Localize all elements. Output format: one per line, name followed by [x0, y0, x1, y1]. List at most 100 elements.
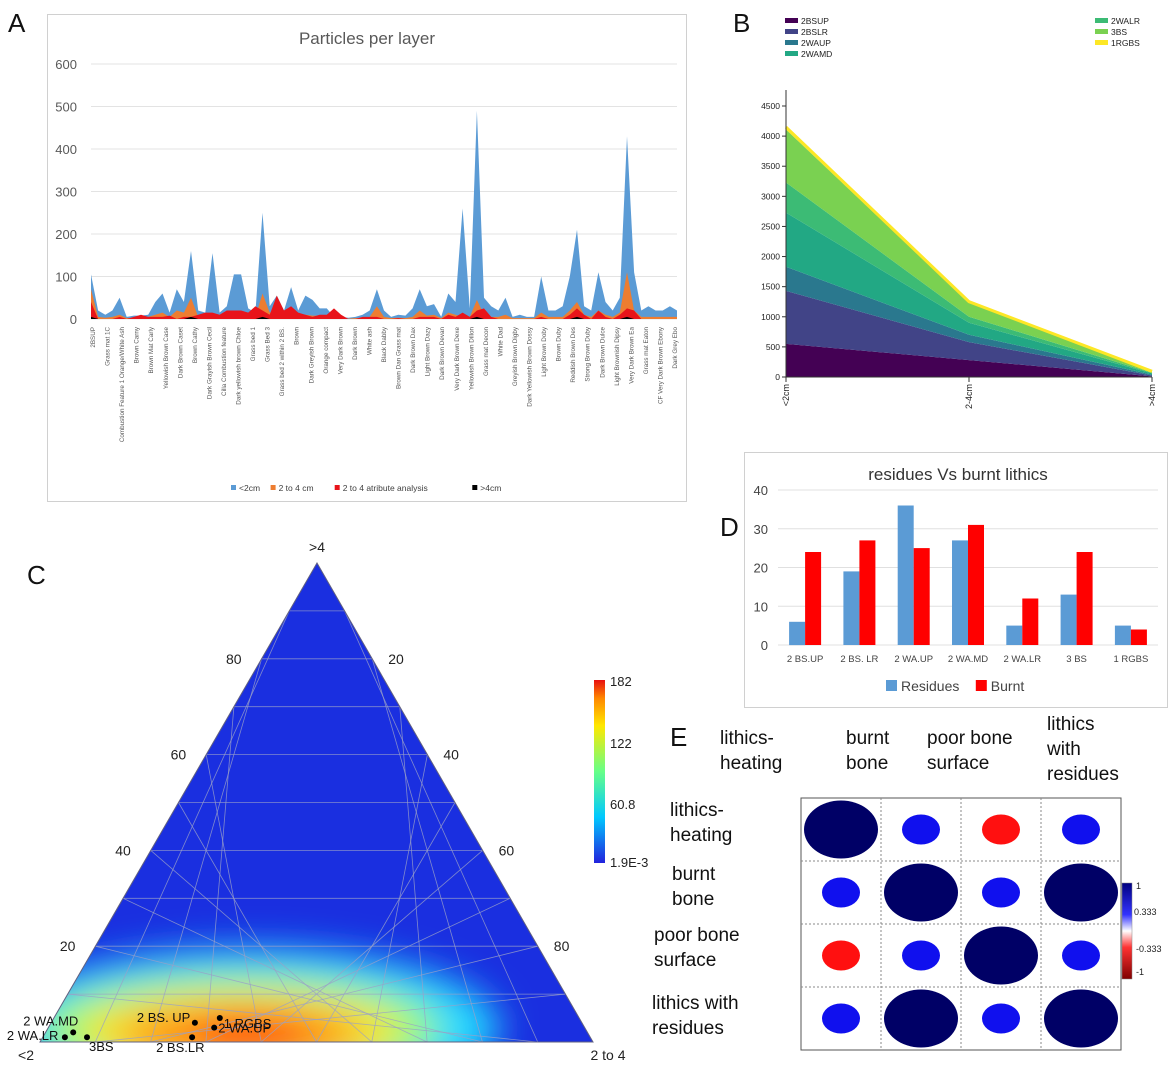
x-tick-label-a: Very Dark Brown Dexe: [454, 327, 461, 391]
y-tick-label-b: 2000: [761, 252, 780, 262]
y-tick-label-b: 1000: [761, 312, 780, 322]
correlation-matrix: lithics-heating burnt bone poor bone surface…: [652, 715, 1162, 1051]
correlation-cell: [884, 989, 958, 1048]
ternary-right-tick-label: 80: [554, 938, 570, 954]
x-tick-label-a: Very Dark Brown: [337, 327, 344, 375]
x-tick-label-a: Dark Brown Caset: [177, 327, 184, 378]
ternary-right-tick-label: 40: [443, 747, 459, 763]
ternary-point-label: 2 WA.LR: [7, 1028, 59, 1043]
x-tick-label-a: Black Dabby: [381, 326, 388, 362]
colorbar-label-2: 122: [610, 736, 632, 751]
x-tick-label-a: Dark Brown: [352, 327, 359, 360]
x-tick-label-a: Brown Cathy: [192, 326, 199, 363]
stacked-area-2BSLR: [786, 290, 1152, 377]
x-tick-label-a: Light Brown Doby: [541, 326, 548, 377]
ternary-gridline: [344, 610, 539, 1043]
x-tick-label-a: CF Very Dark Brown Ebony: [657, 326, 664, 404]
ternary-point: [191, 1019, 198, 1026]
ternary-gridline: [122, 897, 428, 1043]
ternary-left-tick-label: 40: [115, 842, 131, 858]
y-tick-label-d: 10: [754, 599, 768, 614]
x-tick-label-a: Brown Duby: [556, 326, 563, 361]
panel-label-e: E: [670, 722, 688, 752]
legend-label-d: Burnt: [991, 678, 1025, 694]
x-tick-label-d: 2 WA.UP: [894, 654, 933, 665]
x-tick-label-a: Dark Brown Dax: [410, 326, 417, 373]
ternary-point: [84, 1034, 90, 1041]
bar-burnt: [913, 548, 930, 645]
legend-label-a: 2 to 4 atribute analysis: [343, 483, 428, 493]
y-tick-label-b: 3000: [761, 191, 780, 201]
x-tick-label-d: 1 RGBS: [1113, 654, 1148, 665]
legend-swatch-b: [785, 18, 798, 23]
ternary-gridline: [95, 945, 483, 1043]
colorbar-label-max: 182: [610, 674, 632, 689]
y-tick-label-a: 0: [70, 312, 77, 327]
legend-swatch-b: [785, 51, 798, 56]
ternary-gridline: [371, 658, 483, 1043]
y-tick-label-d: 20: [754, 561, 768, 576]
vertex-label-left: <2: [18, 1047, 34, 1063]
x-tick-label-a: Strong Brown Duby: [585, 326, 592, 381]
legend-swatch-b: [1095, 29, 1108, 34]
x-tick-label-a: Dark Brown Devan: [439, 327, 446, 380]
chart-a-frame: [47, 14, 687, 502]
ternary-outline: [39, 561, 594, 1043]
bar-burnt: [968, 524, 984, 645]
correlation-cell: [902, 940, 940, 971]
corr-colorbar-label-4: -1: [1136, 967, 1144, 977]
stacked-area-2WAMD: [786, 212, 1152, 375]
legend-swatch-d: [975, 680, 987, 691]
y-tick-label-b: 2500: [761, 221, 780, 231]
legend-label-b: 3BS: [1111, 27, 1127, 37]
ternary-point-label: 2 WA.UP: [218, 1021, 271, 1036]
ternary-density-field: [40, 563, 593, 1042]
vertex-label-top: >4: [309, 539, 325, 555]
area-series-2-to-4-cm: [91, 272, 677, 319]
row-label-e: surface: [654, 950, 716, 971]
ternary-gridline: [399, 706, 428, 1043]
column-label-e: with: [1046, 739, 1081, 760]
column-label-e: lithics-: [720, 728, 774, 749]
bar-residues: [1006, 625, 1023, 645]
ternary-point: [216, 1015, 223, 1021]
y-tick-label-b: 4500: [761, 101, 780, 111]
row-label-e: residues: [652, 1018, 724, 1039]
x-tick-label-a: Brown Mat Carly: [148, 326, 155, 373]
x-tick-label-a: Dark Greyish Brown: [308, 327, 315, 384]
correlation-cell: [902, 814, 940, 845]
y-tick-label-d: 0: [761, 638, 768, 653]
residues-vs-burnt-chart: residues Vs burnt lithics 0 10 20 30 40 2 BS…: [744, 452, 1168, 708]
chart-d-title: residues Vs burnt lithics: [868, 465, 1048, 484]
legend-swatch-b: [785, 40, 798, 45]
correlation-cell: [804, 800, 878, 859]
x-tick-label-d: 2 WA.MD: [948, 654, 988, 665]
ternary-point-label: 1 RGBS: [224, 1016, 272, 1031]
correlation-cell: [1044, 989, 1118, 1048]
corr-colorbar-label-2: 0.333: [1134, 907, 1157, 917]
panel-label-c: C: [27, 560, 46, 590]
x-tick-label-a: Orange compact: [323, 327, 330, 374]
corr-colorbar-label-1: 1: [1136, 881, 1141, 891]
legend-swatch-a: [231, 485, 236, 490]
ternary-point-label: 2 BS.LR: [156, 1040, 204, 1055]
bar-residues: [789, 621, 806, 646]
correlation-cell: [964, 926, 1038, 985]
x-tick-label-a: Grass bed 2 within 2 BS.: [279, 327, 286, 397]
density-colorbar: [594, 680, 605, 863]
legend-swatch-a: [334, 485, 340, 490]
ternary-point-label: 3BS: [89, 1039, 114, 1054]
panel-label-d: D: [720, 512, 739, 542]
x-tick-label-a: Dark Grey Ebo: [672, 327, 679, 369]
bar-residues: [1114, 625, 1131, 645]
bar-burnt: [805, 552, 822, 645]
ternary-point-label: 2 BS. UP: [137, 1010, 190, 1025]
legend-swatch-a: [472, 485, 478, 490]
ternary-gridline: [178, 802, 317, 1043]
ternary-gridline: [371, 754, 428, 1043]
ternary-point: [211, 1024, 218, 1031]
vertex-label-right: 2 to 4: [590, 1047, 625, 1063]
ternary-density-plot: 20 40 60 80 20 40 60 80 2 WA.MD2 WA.LR 3BS 2 BS. …: [7, 539, 648, 1063]
correlation-cell: [1062, 814, 1100, 845]
